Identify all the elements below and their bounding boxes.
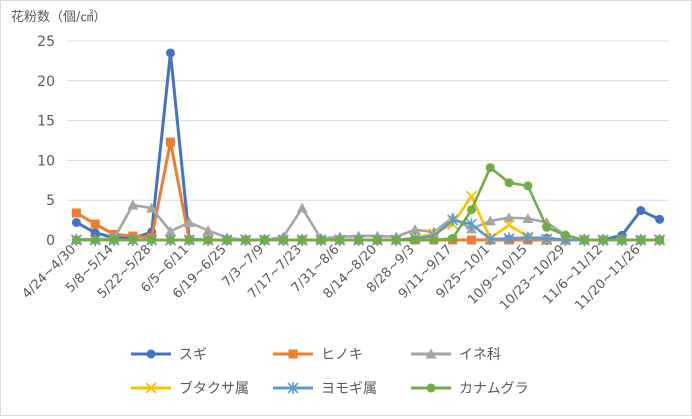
data-point <box>372 235 382 245</box>
legend-label: ヒノキ <box>321 347 363 363</box>
data-point <box>354 235 364 245</box>
y-tick-labels: 0 5 10 15 20 25 <box>37 34 55 249</box>
data-point <box>485 163 495 173</box>
data-point <box>391 235 401 245</box>
data-point <box>90 235 100 245</box>
data-point <box>146 202 158 213</box>
y-tick-label: 25 <box>37 34 55 50</box>
x-tick-label: 11/20~11/26 <box>572 242 643 313</box>
series-1 <box>71 48 665 245</box>
data-point <box>636 235 646 245</box>
y-tick-label: 15 <box>37 114 55 130</box>
data-point <box>466 205 476 215</box>
data-point <box>523 181 533 191</box>
legend-entry: スギ <box>131 347 207 363</box>
data-point <box>128 235 138 245</box>
data-point <box>655 214 665 224</box>
data-point <box>222 235 232 245</box>
data-point <box>447 214 459 227</box>
data-point <box>127 199 139 210</box>
data-point <box>71 235 81 245</box>
data-point <box>71 208 81 218</box>
data-point <box>260 235 270 245</box>
data-point <box>503 219 515 231</box>
legend-marker <box>146 349 156 359</box>
data-point <box>165 137 175 147</box>
data-point <box>164 225 176 236</box>
series-line <box>76 203 660 242</box>
legend-entry: ヒノキ <box>273 347 363 363</box>
x-tick-label: 10/23~10/29 <box>497 242 568 313</box>
legend-label: ブタクサ属 <box>179 380 249 397</box>
data-point <box>241 235 251 245</box>
legend-label: スギ <box>179 347 207 363</box>
legend-marker <box>426 383 436 393</box>
data-point <box>147 235 157 245</box>
legend-entry: ブタクサ属 <box>131 380 249 397</box>
data-point <box>203 235 213 245</box>
legend-label: カナムグラ <box>459 381 529 397</box>
data-point <box>598 235 608 245</box>
data-point <box>579 235 589 245</box>
series-6 <box>71 163 665 245</box>
data-point <box>617 235 627 245</box>
legend-marker <box>288 349 298 359</box>
series-group <box>70 48 666 246</box>
series-line <box>76 194 660 242</box>
data-point <box>90 219 100 229</box>
data-point <box>296 202 308 213</box>
data-point <box>465 218 478 231</box>
data-point <box>561 230 571 240</box>
legend-entry: イネ科 <box>411 347 501 363</box>
data-point <box>522 213 534 224</box>
data-point <box>542 222 552 232</box>
legend-marker <box>287 382 299 394</box>
data-point <box>655 235 665 245</box>
data-point <box>466 235 476 245</box>
data-point <box>429 235 439 245</box>
y-tick-label: 0 <box>46 233 55 249</box>
data-point <box>202 224 214 235</box>
data-point <box>90 228 100 238</box>
data-point <box>184 235 194 245</box>
data-point <box>183 216 195 227</box>
data-point <box>109 235 119 245</box>
series-line <box>75 140 660 242</box>
y-axis-title: 花粉数（個/㎠） <box>11 9 106 25</box>
data-point <box>409 224 421 235</box>
data-point <box>278 235 288 245</box>
y-tick-label: 10 <box>37 153 55 169</box>
data-point <box>503 212 515 223</box>
data-point <box>484 215 496 226</box>
data-point <box>504 178 514 188</box>
legend-marker <box>145 382 157 394</box>
y-tick-label: 20 <box>37 74 55 90</box>
legend-label: イネ科 <box>459 347 501 363</box>
legend-label: ヨモギ属 <box>321 381 377 397</box>
data-point <box>316 235 326 245</box>
y-tick-label: 5 <box>46 193 55 209</box>
data-point <box>541 233 553 246</box>
data-point <box>335 235 345 245</box>
data-point <box>636 206 646 216</box>
legend-marker <box>425 348 437 359</box>
data-point <box>448 233 458 243</box>
data-point <box>410 235 420 245</box>
data-point <box>165 48 175 58</box>
data-point <box>522 231 534 244</box>
legend-entry: ヨモギ属 <box>273 381 377 397</box>
data-point <box>484 233 496 246</box>
data-point <box>165 235 175 245</box>
data-point <box>297 235 307 245</box>
data-point <box>71 217 81 227</box>
data-point <box>503 232 515 245</box>
x-tick-labels: 4/24~4/305/8~5/145/22~5/286/5~6/116/19~6… <box>20 242 644 313</box>
legend-entry: カナムグラ <box>411 381 529 397</box>
